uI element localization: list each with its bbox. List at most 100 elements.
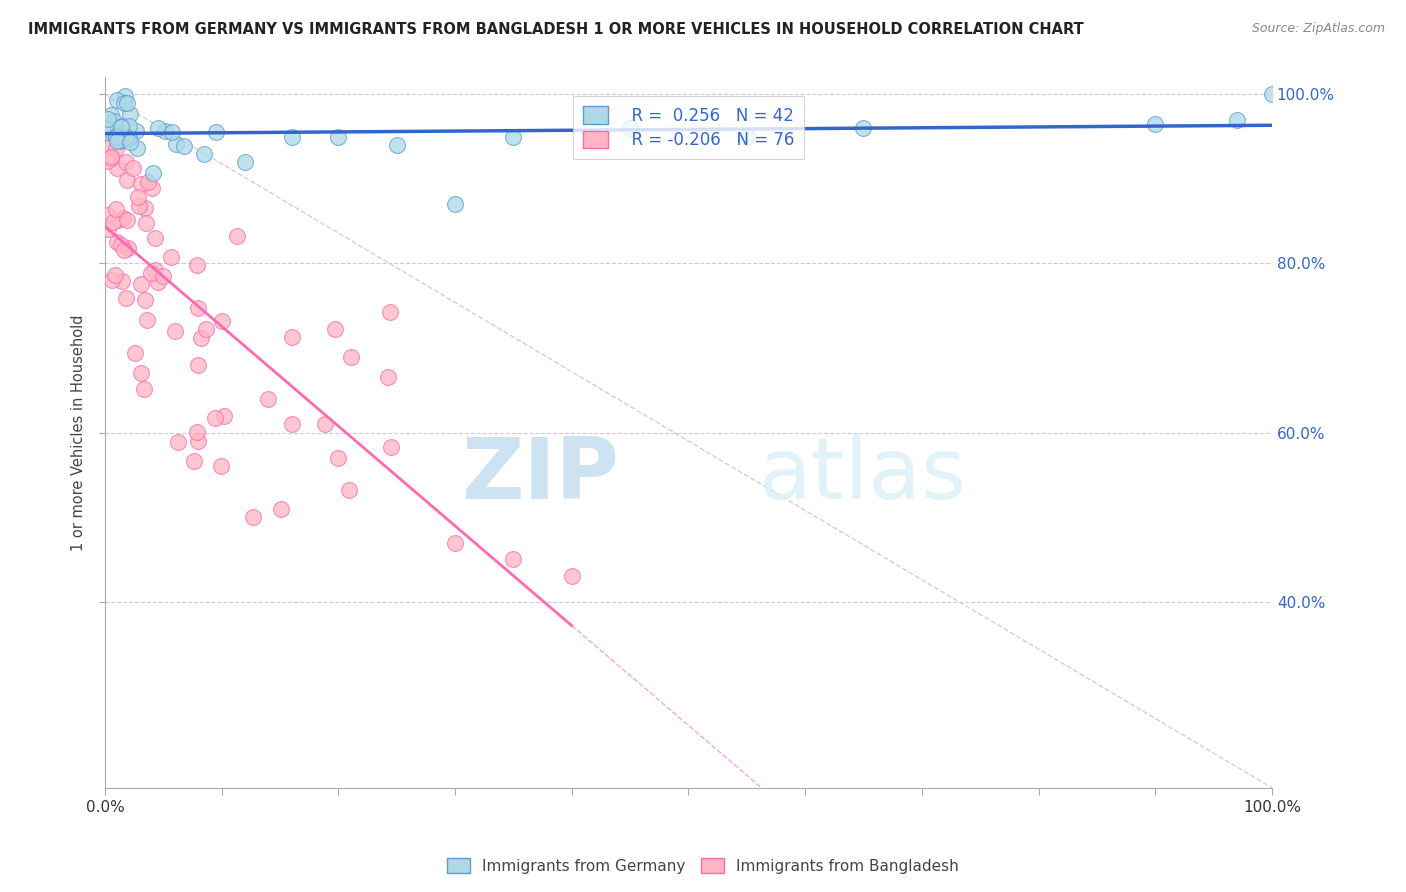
Point [242,509,264,524]
Point [323,322,346,336]
Point [105,235,128,249]
Point [127,190,149,204]
Point [131,366,153,380]
Point [104,130,127,145]
Point [100,150,122,164]
Point [186,425,208,439]
Point [117,241,139,255]
Point [444,535,467,549]
Point [281,330,304,344]
Point [852,121,875,136]
Point [105,93,128,107]
Text: IMMIGRANTS FROM GERMANY VS IMMIGRANTS FROM BANGLADESH 1 OR MORE VEHICLES IN HOUS: IMMIGRANTS FROM GERMANY VS IMMIGRANTS FR… [28,22,1084,37]
Point [444,197,467,211]
Point [1144,117,1167,131]
Point [561,569,583,583]
Point [187,358,209,372]
Point [107,124,129,138]
Point [105,135,128,149]
Legend: Immigrants from Germany, Immigrants from Bangladesh: Immigrants from Germany, Immigrants from… [441,852,965,880]
Point [186,258,208,272]
Point [124,346,146,360]
Point [100,151,122,165]
Point [385,138,408,153]
Point [337,483,360,497]
Point [142,166,165,180]
Point [226,229,249,244]
Point [110,238,132,252]
Point [118,120,141,134]
Point [165,137,187,152]
Point [328,450,350,465]
Point [120,107,142,121]
Point [112,243,135,257]
Point [280,129,302,144]
Point [378,305,401,319]
Point [134,382,156,396]
Point [104,142,127,156]
Point [105,161,128,175]
Point [111,274,134,288]
Point [167,435,190,450]
Point [134,216,156,230]
Point [134,293,156,307]
Point [146,275,169,289]
Point [115,95,138,110]
Point [1261,87,1284,102]
Point [502,552,524,566]
Point [117,130,139,145]
Text: Source: ZipAtlas.com: Source: ZipAtlas.com [1251,22,1385,36]
Point [270,502,292,516]
Legend:   R =  0.256   N = 42,   R = -0.206   N = 76: R = 0.256 N = 42, R = -0.206 N = 76 [572,96,804,160]
Point [110,120,132,134]
Point [160,251,183,265]
Text: atlas: atlas [758,434,966,516]
Point [377,370,399,384]
Point [114,129,136,144]
Point [97,112,120,126]
Point [115,213,138,227]
Point [339,351,361,365]
Point [212,409,235,424]
Point [104,268,127,282]
Point [115,291,138,305]
Point [190,330,212,344]
Point [101,273,124,287]
Point [114,88,136,103]
Point [134,202,156,216]
Point [125,124,148,138]
Point [100,108,122,122]
Point [112,211,135,225]
Point [187,301,209,315]
Point [115,154,138,169]
Point [111,133,134,147]
Point [280,417,302,431]
Point [103,113,125,128]
Point [173,139,195,153]
Point [211,314,233,328]
Point [163,324,186,338]
Point [122,161,145,176]
Point [141,181,163,195]
Point [257,392,280,406]
Point [129,177,152,191]
Point [619,121,641,136]
Point [101,215,124,229]
Point [97,141,120,155]
Point [153,124,176,138]
Point [146,121,169,136]
Point [314,417,336,432]
Point [1226,112,1249,127]
Point [105,202,128,216]
Point [108,134,131,148]
Point [125,141,148,155]
Point [143,262,166,277]
Point [107,212,129,227]
Point [96,153,118,168]
Point [115,173,138,187]
Point [143,231,166,245]
Point [141,266,163,280]
Point [328,129,350,144]
Point [97,122,120,136]
Point [138,175,160,189]
